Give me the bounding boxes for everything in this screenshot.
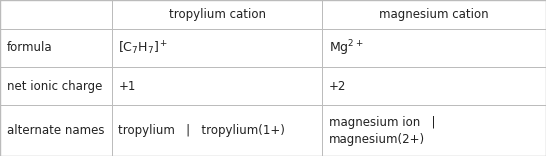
Bar: [0, 29, 112, 67]
Text: +2: +2: [329, 80, 346, 93]
Bar: [112, 105, 322, 156]
Text: alternate names: alternate names: [7, 124, 104, 137]
Text: magnesium(2+): magnesium(2+): [329, 133, 425, 146]
Bar: [112, 67, 322, 105]
Text: tropylium   |   tropylium(1+): tropylium | tropylium(1+): [118, 124, 286, 137]
Bar: [322, 67, 546, 105]
Text: tropylium cation: tropylium cation: [169, 8, 265, 21]
Bar: [322, 0, 546, 29]
Bar: [0, 105, 112, 156]
Text: magnesium ion   |: magnesium ion |: [329, 116, 435, 129]
Text: magnesium cation: magnesium cation: [379, 8, 489, 21]
Bar: [322, 105, 546, 156]
Text: Mg$^{2+}$: Mg$^{2+}$: [329, 38, 363, 58]
Text: +1: +1: [118, 80, 136, 93]
Text: net ionic charge: net ionic charge: [7, 80, 102, 93]
Bar: [112, 29, 322, 67]
Bar: [322, 29, 546, 67]
Bar: [112, 0, 322, 29]
Bar: [0, 67, 112, 105]
Text: formula: formula: [7, 41, 52, 54]
Bar: [0, 0, 112, 29]
Text: [C$_7$H$_7$]$^+$: [C$_7$H$_7$]$^+$: [118, 39, 169, 57]
